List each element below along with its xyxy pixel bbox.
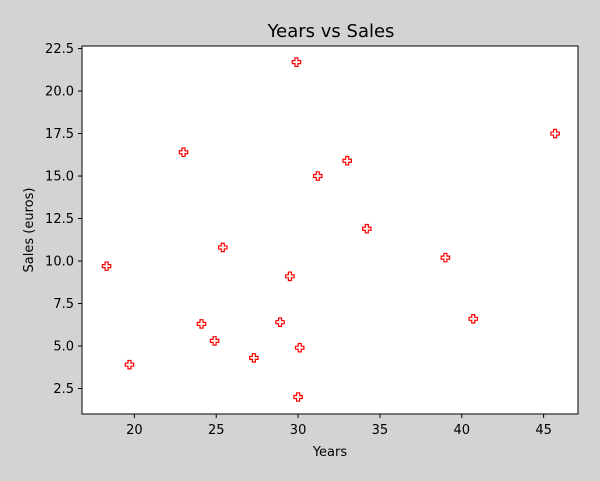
chart-title: Years vs Sales <box>267 21 395 42</box>
y-tick-label: 20.0 <box>45 85 74 100</box>
y-tick-label: 17.5 <box>45 127 74 142</box>
y-tick-label: 7.5 <box>53 297 74 312</box>
data-point <box>209 336 220 346</box>
y-tick-label: 2.5 <box>53 382 74 397</box>
y-axis-title: Sales (euros) <box>22 188 37 273</box>
data-point <box>294 342 305 353</box>
data-point <box>342 155 352 166</box>
data-point <box>550 128 560 139</box>
x-tick-label: 25 <box>208 423 225 438</box>
data-point <box>362 223 372 234</box>
data-point <box>275 317 285 328</box>
data-point <box>217 242 228 253</box>
plot-frame <box>81 45 579 415</box>
x-tick-label: 20 <box>126 423 143 438</box>
x-tick-label: 30 <box>290 423 307 438</box>
x-tick-label: 35 <box>372 423 389 438</box>
data-point <box>440 252 451 263</box>
data-point <box>249 353 259 363</box>
data-point <box>312 171 323 181</box>
y-tick-label: 5.0 <box>53 340 74 355</box>
y-tick-label: 12.5 <box>45 212 74 227</box>
x-tick-label: 40 <box>454 423 471 438</box>
y-tick-label: 15.0 <box>45 170 74 185</box>
data-point <box>285 271 295 282</box>
data-point <box>291 57 302 67</box>
data-point <box>468 314 479 324</box>
data-point <box>293 392 303 402</box>
y-tick-label: 22.5 <box>45 42 74 57</box>
data-point <box>196 319 207 329</box>
data-point <box>124 359 135 370</box>
x-tick-label: 45 <box>535 423 552 438</box>
x-axis-title: Years <box>312 445 348 460</box>
data-points <box>101 57 560 402</box>
y-tick-label: 10.0 <box>45 255 74 270</box>
data-point <box>178 147 189 158</box>
y-axis-ticks: 2.5 5.0 7.5 10.0 12.5 15.0 17.5 20.0 22.5 <box>45 42 82 397</box>
x-axis-ticks: 20 25 30 35 40 45 <box>126 414 552 438</box>
data-point <box>101 261 112 271</box>
plot-area <box>82 46 578 414</box>
